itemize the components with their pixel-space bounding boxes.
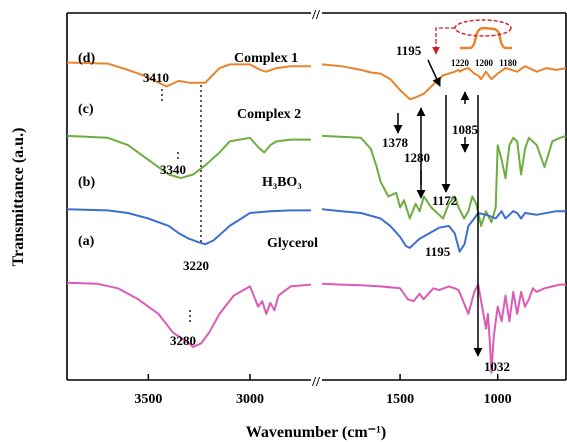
- series-line-0-panel-1: [321, 63, 567, 101]
- axis-break-top: //: [311, 8, 321, 23]
- peak-arrows: [393, 59, 483, 357]
- peak-label-1195-top: 1195: [396, 43, 422, 58]
- peak-label-1195-bottom: 1195: [425, 244, 451, 259]
- inset-tick-1180: 1180: [499, 58, 517, 68]
- x-tick-label-3000: 3000: [236, 392, 264, 407]
- series-name-complex1: Complex 1: [234, 51, 298, 66]
- series-line-1-panel-1: [321, 134, 567, 227]
- peak-label-1280: 1280: [404, 150, 430, 165]
- peak-label-1172: 1172: [432, 193, 457, 208]
- inset-connector: [435, 27, 455, 40]
- series-name-glycerol: Glycerol: [267, 236, 318, 251]
- series-line-3-panel-0: [66, 281, 312, 348]
- series-line-3-panel-1: [321, 282, 566, 374]
- y-axis-title: Transmittance (a.u.): [10, 128, 27, 267]
- peak-label-3410: 3410: [143, 70, 169, 85]
- panel-label-b: (b): [78, 175, 95, 190]
- x-tick-label-1500: 1500: [386, 392, 414, 407]
- peak-label-1378: 1378: [382, 135, 409, 150]
- x-axis-ticks: 3500 3000 1500 1000: [134, 374, 512, 407]
- x-tick-label-3500: 3500: [134, 392, 162, 407]
- series-name-h3bo3: H₃BO₃: [262, 175, 302, 190]
- peak-label-3280: 3280: [170, 333, 196, 348]
- inset-tick-1220: 1220: [451, 58, 470, 68]
- peak-guides: [161, 85, 202, 322]
- peak-label-1085: 1085: [452, 122, 479, 137]
- series-line-0-panel-0: [66, 61, 311, 88]
- arrow-1195: [427, 59, 441, 87]
- panel-label-d: (d): [78, 51, 95, 66]
- series-layer: [66, 61, 567, 374]
- series-name-complex2: Complex 2: [237, 107, 301, 122]
- panel-label-c: (c): [78, 102, 94, 117]
- peak-label-1032: 1032: [484, 359, 510, 374]
- panel-label-a: (a): [78, 234, 95, 249]
- peak-label-3220: 3220: [183, 258, 209, 273]
- x-axis-title: Wavenumber (cm⁻¹): [246, 424, 386, 441]
- x-tick-label-1000: 1000: [484, 392, 512, 407]
- axis-break-bottom: //: [311, 375, 321, 390]
- peak-label-3340: 3340: [160, 162, 186, 177]
- series-line-1-panel-0: [66, 134, 311, 180]
- plot-frame: [66, 12, 567, 381]
- series-line-2-panel-1: [321, 208, 566, 253]
- inset: 1220 1200 1180: [432, 19, 517, 68]
- series-line-2-panel-0: [66, 208, 311, 246]
- inset-curve: [460, 26, 512, 50]
- inset-tick-1200: 1200: [475, 58, 494, 68]
